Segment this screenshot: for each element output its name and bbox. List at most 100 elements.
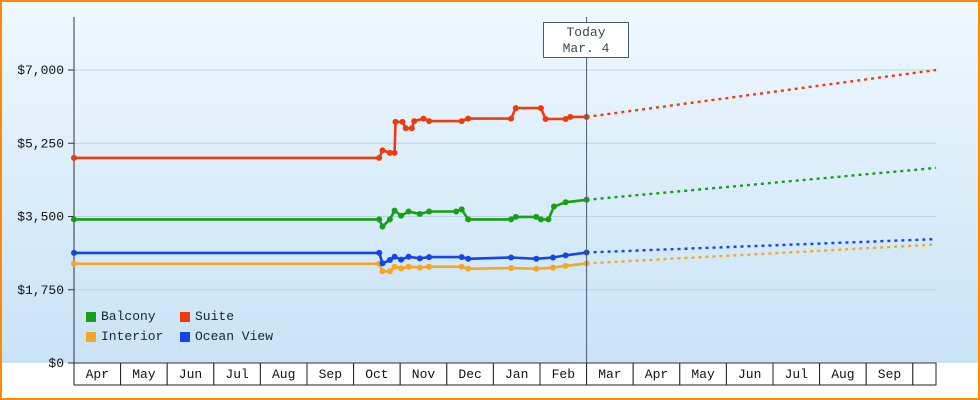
- balcony-swatch: [86, 311, 96, 322]
- legend-label-ocean-view: Ocean View: [195, 329, 274, 344]
- data-point: [533, 213, 540, 220]
- data-point: [386, 268, 393, 275]
- today-label-line2: Mar. 4: [562, 41, 610, 56]
- data-point: [411, 118, 418, 125]
- month-label: Jun: [179, 367, 202, 382]
- data-point: [379, 147, 386, 154]
- data-point: [405, 263, 412, 270]
- today-marker-label: Today Mar. 4: [543, 22, 629, 58]
- legend-label-interior: Interior: [101, 329, 164, 344]
- month-label: Sep: [878, 367, 901, 382]
- data-point: [416, 264, 423, 271]
- data-point: [391, 207, 398, 214]
- data-point: [379, 260, 386, 267]
- data-point: [453, 208, 460, 215]
- data-point: [376, 154, 383, 161]
- data-point: [386, 257, 393, 263]
- data-point: [508, 254, 515, 261]
- month-label: Oct: [365, 367, 388, 382]
- data-point: [408, 125, 415, 132]
- legend-item-balcony: Balcony: [86, 309, 180, 324]
- month-label: Jul: [225, 367, 249, 382]
- data-point: [391, 253, 398, 260]
- data-point: [512, 105, 519, 112]
- legend-label-balcony: Balcony: [101, 309, 156, 324]
- data-point: [379, 223, 386, 230]
- legend-label-suite: Suite: [195, 309, 235, 324]
- data-point: [458, 118, 465, 125]
- data-point: [426, 254, 433, 261]
- data-point: [398, 265, 405, 272]
- data-point: [402, 125, 409, 132]
- data-point: [71, 216, 77, 223]
- series-suite: [71, 68, 937, 161]
- forecast-line: [586, 166, 937, 201]
- data-point: [508, 115, 515, 122]
- legend-item-ocean-view: Ocean View: [180, 329, 273, 344]
- data-point: [508, 265, 515, 271]
- data-point: [542, 116, 549, 122]
- data-point: [537, 216, 544, 223]
- month-label: Aug: [831, 367, 854, 382]
- legend-item-interior: Interior: [86, 329, 180, 344]
- data-point: [562, 116, 569, 122]
- data-point: [567, 113, 574, 120]
- month-label: Nov: [412, 367, 436, 382]
- history-line: [74, 106, 587, 160]
- y-axis: $0 $1,750 $3,500 $5,250 $7,000: [17, 63, 936, 371]
- data-point: [391, 149, 398, 156]
- data-point: [376, 216, 383, 223]
- month-label: Dec: [458, 367, 481, 382]
- data-point: [465, 255, 472, 262]
- data-point: [512, 213, 519, 220]
- data-point: [392, 118, 399, 125]
- interior-swatch: [86, 331, 96, 342]
- chart-background: [2, 2, 978, 363]
- data-point: [416, 211, 423, 217]
- month-label: Apr: [645, 367, 668, 382]
- data-point: [533, 265, 540, 272]
- data-point: [562, 262, 569, 269]
- forecast-line: [586, 68, 937, 119]
- series-ocean-view: [71, 237, 937, 267]
- data-point: [465, 265, 472, 272]
- data-point: [376, 249, 383, 256]
- data-point: [458, 206, 465, 213]
- data-point: [71, 260, 77, 267]
- data-point: [465, 115, 472, 122]
- data-point: [416, 255, 423, 262]
- forecast-line: [586, 237, 937, 254]
- data-point: [562, 199, 569, 206]
- data-point: [398, 212, 405, 219]
- data-point: [458, 254, 465, 261]
- month-label: Apr: [86, 367, 109, 382]
- y-tick-label: $1,750: [17, 283, 64, 298]
- history-line: [74, 262, 587, 273]
- x-axis-months: Apr May Jun Jul Aug Sep Oct Nov Dec Jan Feb Mar Apr M…: [73, 362, 937, 386]
- month-label: Feb: [552, 367, 575, 382]
- y-tick-label: $7,000: [17, 63, 64, 78]
- today-label-line1: Today: [566, 25, 606, 40]
- data-point: [398, 256, 405, 263]
- series-balcony: [71, 166, 937, 230]
- ocean-view-swatch: [180, 331, 190, 342]
- data-point: [386, 149, 393, 156]
- forecast-line: [586, 243, 937, 265]
- month-label: May: [132, 367, 156, 382]
- data-point: [405, 208, 412, 215]
- data-point: [533, 255, 540, 262]
- suite-swatch: [180, 311, 190, 322]
- chart-legend: Balcony Suite Interior Ocean View: [86, 309, 273, 344]
- month-label: Jan: [505, 367, 528, 382]
- data-point: [399, 118, 406, 125]
- data-point: [537, 105, 544, 112]
- series-interior: [71, 243, 937, 275]
- y-tick-label: $5,250: [17, 136, 64, 151]
- history-line: [74, 198, 587, 229]
- month-label: May: [691, 367, 715, 382]
- month-label: Sep: [319, 367, 342, 382]
- data-point: [71, 249, 77, 256]
- data-point: [391, 263, 398, 270]
